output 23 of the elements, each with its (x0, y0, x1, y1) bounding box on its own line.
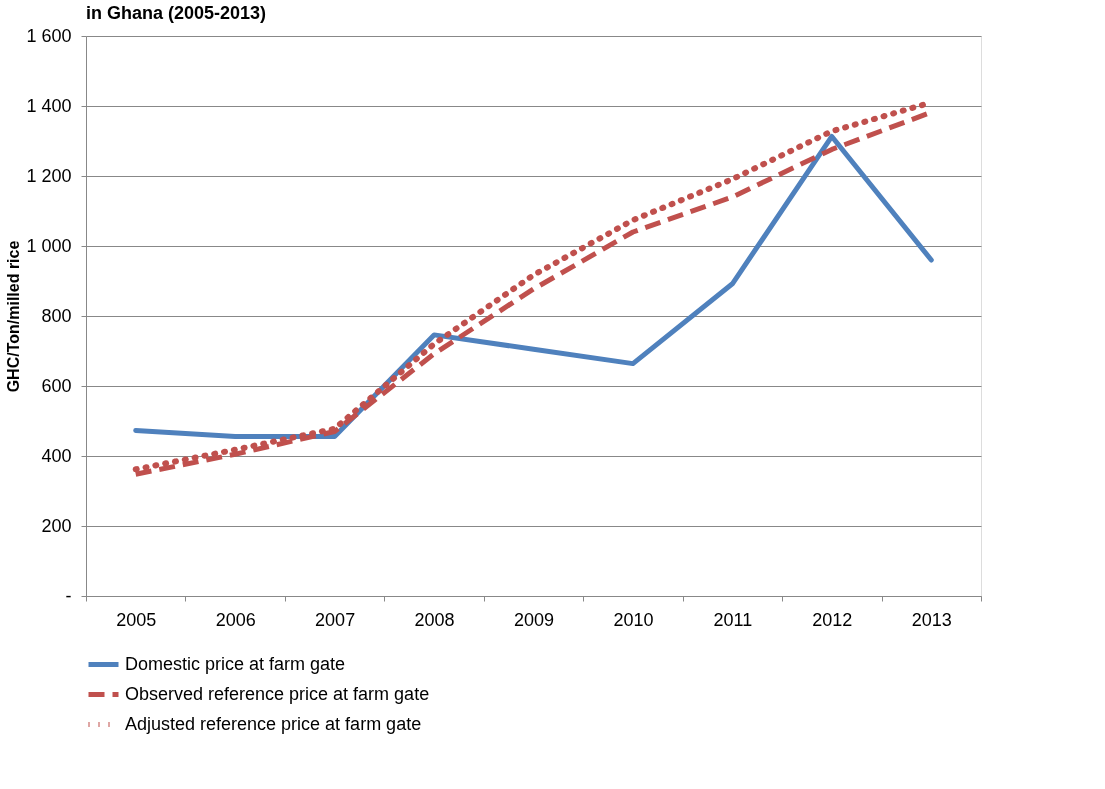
y-axis-title: GHC/Ton/milled rice (5, 240, 23, 393)
y-tick-label: 600 (41, 375, 72, 396)
y-tick-label: 200 (41, 515, 72, 536)
x-tick-label: 2005 (116, 609, 157, 630)
chart-title: in Ghana (2005-2013) (86, 3, 267, 23)
x-tick-label: 2013 (911, 609, 952, 630)
legend-label: Observed reference price at farm gate (125, 683, 430, 704)
y-tick-label: 800 (41, 305, 72, 326)
x-tick-label: 2010 (613, 609, 654, 630)
y-tick-label: 1 200 (26, 165, 72, 186)
x-tick-label: 2009 (513, 609, 555, 630)
y-tick-label: - (65, 585, 72, 606)
y-tick-label: 1 600 (26, 25, 72, 46)
x-tick-label: 2008 (414, 609, 455, 630)
legend-label: Adjusted reference price at farm gate (125, 713, 422, 734)
x-tick-label: 2006 (215, 609, 256, 630)
y-tick-label: 1 400 (26, 95, 72, 116)
y-tick-label: 1 000 (26, 235, 72, 256)
x-tick-label: 2012 (812, 609, 853, 630)
y-tick-label: 400 (41, 445, 72, 466)
x-tick-label: 2011 (713, 609, 753, 630)
x-tick-label: 2007 (315, 609, 356, 630)
legend-label: Domestic price at farm gate (125, 653, 346, 674)
